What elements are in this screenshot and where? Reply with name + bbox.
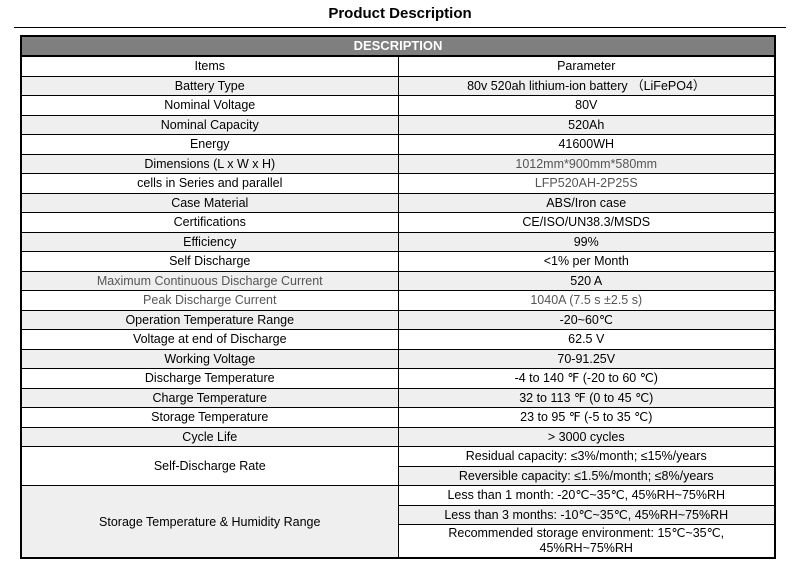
row-value: 1012mm*900mm*580mm	[397, 153, 776, 174]
column-header-parameter: Parameter	[397, 55, 776, 77]
row-item: Storage Temperature	[20, 407, 399, 428]
table-row: Self Discharge <1% per Month	[20, 251, 776, 272]
row-value: Recommended storage environment: 15℃~35℃…	[397, 524, 776, 559]
table-row: Working Voltage 70-91.25V	[20, 348, 776, 369]
row-item: Cycle Life	[20, 426, 399, 447]
row-value: Reversible capacity: ≤1.5%/month; ≤8%/ye…	[397, 465, 776, 486]
table-row: Less than 3 months: -10℃~35℃, 45%RH~75%R…	[21, 504, 776, 525]
row-item: Certifications	[20, 212, 399, 233]
row-item: Battery Type	[20, 75, 399, 96]
table-row: cells in Series and parallel LFP520AH-2P…	[20, 173, 776, 194]
row-item: Case Material	[20, 192, 399, 213]
table-row: Discharge Temperature -4 to 140 ℉ (-20 t…	[20, 368, 776, 389]
table-row: Maximum Continuous Discharge Current 520…	[20, 270, 776, 291]
row-value: 99%	[397, 231, 776, 252]
row-item: Efficiency	[20, 231, 399, 252]
row-item: cells in Series and parallel	[20, 173, 399, 194]
table-row: Storage Temperature & Humidity Range Les…	[20, 485, 776, 559]
table-row: Energy 41600WH	[20, 134, 776, 155]
table-row: Certifications CE/ISO/UN38.3/MSDS	[20, 212, 776, 233]
row-value: > 3000 cycles	[397, 426, 776, 447]
table-row: Battery Type 80v 520ah lithium-ion batte…	[20, 75, 776, 96]
page-title: Product Description	[328, 5, 472, 22]
row-value: 520 A	[397, 270, 776, 291]
row-item: Operation Temperature Range	[20, 309, 399, 330]
table-row: Dimensions (L x W x H) 1012mm*900mm*580m…	[20, 153, 776, 174]
row-value: 80V	[397, 95, 776, 116]
row-item: Dimensions (L x W x H)	[20, 153, 399, 174]
table-row: Cycle Life > 3000 cycles	[20, 426, 776, 447]
row-value: -4 to 140 ℉ (-20 to 60 ℃)	[397, 368, 776, 389]
row-value: Less than 3 months: -10℃~35℃, 45%RH~75%R…	[397, 504, 776, 525]
row-item: Nominal Voltage	[20, 95, 399, 116]
table-row: Voltage at end of Discharge 62.5 V	[20, 329, 776, 350]
table-header: DESCRIPTION	[20, 35, 776, 57]
row-value: 70-91.25V	[397, 348, 776, 369]
row-value: -20~60℃	[397, 309, 776, 330]
row-item: Energy	[20, 134, 399, 155]
column-header-items: Items	[20, 55, 399, 77]
row-item: Charge Temperature	[20, 387, 399, 408]
row-value: ABS/Iron case	[397, 192, 776, 213]
row-item: Self Discharge	[20, 251, 399, 272]
row-item: Discharge Temperature	[20, 368, 399, 389]
row-item: Nominal Capacity	[20, 114, 399, 135]
row-item: Working Voltage	[20, 348, 399, 369]
table-row: Recommended storage environment: 15℃~35℃…	[21, 524, 776, 559]
table-row: Efficiency 99%	[20, 231, 776, 252]
row-item: Peak Discharge Current	[20, 290, 399, 311]
row-value: 80v 520ah lithium-ion battery （LiFePO4）	[397, 75, 776, 96]
row-value: 62.5 V	[397, 329, 776, 350]
table-row: Peak Discharge Current 1040A (7.5 s ±2.5…	[20, 290, 776, 311]
spec-table: DESCRIPTION Items Parameter Battery Type…	[20, 35, 776, 559]
table-row: Storage Temperature 23 to 95 ℉ (-5 to 35…	[20, 407, 776, 428]
table-row: Case Material ABS/Iron case	[20, 192, 776, 213]
row-value: LFP520AH-2P25S	[397, 173, 776, 194]
row-value: 1040A (7.5 s ±2.5 s)	[397, 290, 776, 311]
table-header-row: DESCRIPTION	[20, 35, 776, 57]
row-item: Maximum Continuous Discharge Current	[20, 270, 399, 291]
row-value: 41600WH	[397, 134, 776, 155]
title-underline	[14, 27, 786, 28]
self-discharge-rate-label: Self-Discharge Rate	[20, 446, 399, 486]
row-value: Residual capacity: ≤3%/month; ≤15%/years	[397, 446, 776, 467]
row-value: 32 to 113 ℉ (0 to 45 ℃)	[397, 387, 776, 408]
table-row: Self-Discharge Rate Residual capacity: ≤…	[20, 446, 776, 486]
row-value: 23 to 95 ℉ (-5 to 35 ℃)	[397, 407, 776, 428]
table-row: Nominal Voltage 80V	[20, 95, 776, 116]
row-value: CE/ISO/UN38.3/MSDS	[397, 212, 776, 233]
column-header-row: Items Parameter	[20, 55, 776, 77]
table-row: Nominal Capacity 520Ah	[20, 114, 776, 135]
row-value: 520Ah	[397, 114, 776, 135]
row-item: Voltage at end of Discharge	[20, 329, 399, 350]
table-row: Reversible capacity: ≤1.5%/month; ≤8%/ye…	[21, 465, 776, 486]
table-row: Charge Temperature 32 to 113 ℉ (0 to 45 …	[20, 387, 776, 408]
storage-range-label: Storage Temperature & Humidity Range	[20, 485, 399, 559]
table-row: Operation Temperature Range -20~60℃	[20, 309, 776, 330]
row-value: <1% per Month	[397, 251, 776, 272]
row-value: Less than 1 month: -20℃~35℃, 45%RH~75%RH	[397, 485, 776, 506]
